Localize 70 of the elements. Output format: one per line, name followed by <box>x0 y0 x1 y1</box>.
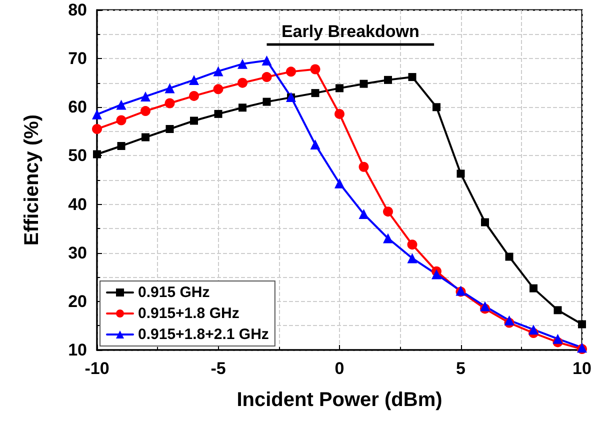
point <box>92 109 102 120</box>
y-tick-label: 70 <box>68 49 87 68</box>
point <box>384 76 392 84</box>
point <box>213 84 224 94</box>
point <box>164 83 175 94</box>
point <box>116 115 126 126</box>
point <box>238 78 248 88</box>
point <box>334 178 344 188</box>
point <box>552 334 563 344</box>
y-tick-label: 10 <box>68 340 87 360</box>
x-tick-label: 10 <box>572 359 592 378</box>
point <box>286 66 296 77</box>
legend-label: 0.915+1.8 GHz <box>138 305 240 322</box>
point <box>456 170 465 178</box>
point <box>528 324 538 335</box>
point <box>407 240 418 250</box>
legend-label: 0.915 GHz <box>138 284 210 301</box>
y-tick-label: 40 <box>68 194 87 214</box>
point <box>213 66 224 76</box>
point <box>358 162 369 172</box>
point <box>554 306 562 314</box>
point <box>140 106 150 116</box>
x-tick-label: -5 <box>210 359 226 378</box>
point <box>383 206 393 217</box>
legend-label: 0.915+1.8+2.1 GHz <box>138 326 269 343</box>
point <box>530 284 538 292</box>
point <box>164 98 175 108</box>
x-axis-title: Incident Power (dBm) <box>236 389 442 411</box>
point <box>238 104 246 112</box>
point <box>189 90 199 101</box>
point <box>262 72 272 82</box>
point <box>336 84 344 92</box>
x-tick-label: 0 <box>334 359 344 378</box>
point <box>408 73 416 82</box>
point <box>432 103 440 112</box>
point <box>189 74 199 85</box>
point <box>504 315 514 326</box>
point <box>311 89 320 98</box>
point <box>262 56 272 66</box>
point <box>358 209 369 219</box>
point <box>481 218 489 226</box>
y-tick-label: 60 <box>68 98 87 117</box>
point <box>432 269 442 280</box>
point <box>578 320 586 328</box>
point <box>310 64 320 74</box>
x-tick-label: 5 <box>456 359 466 378</box>
x-tick-label: -10 <box>84 359 110 378</box>
point <box>140 91 150 102</box>
y-axis-title: Efficiency (%) <box>21 114 43 246</box>
y-tick-label: 80 <box>68 0 87 20</box>
point <box>190 116 198 125</box>
point <box>238 58 248 69</box>
point <box>480 301 490 312</box>
point <box>116 100 126 110</box>
point <box>262 98 271 106</box>
annotation: Early Breakdown <box>281 22 420 41</box>
point <box>117 142 126 150</box>
point <box>360 80 368 88</box>
point <box>142 133 150 142</box>
y-tick-label: 20 <box>68 292 87 311</box>
point <box>505 252 514 261</box>
y-tick-label: 30 <box>68 243 87 262</box>
point <box>310 140 320 150</box>
point <box>214 110 222 118</box>
y-tick-label: 50 <box>68 146 87 166</box>
point <box>166 125 174 133</box>
point <box>334 108 344 119</box>
point <box>92 124 102 134</box>
point <box>407 253 418 264</box>
point <box>383 233 393 244</box>
